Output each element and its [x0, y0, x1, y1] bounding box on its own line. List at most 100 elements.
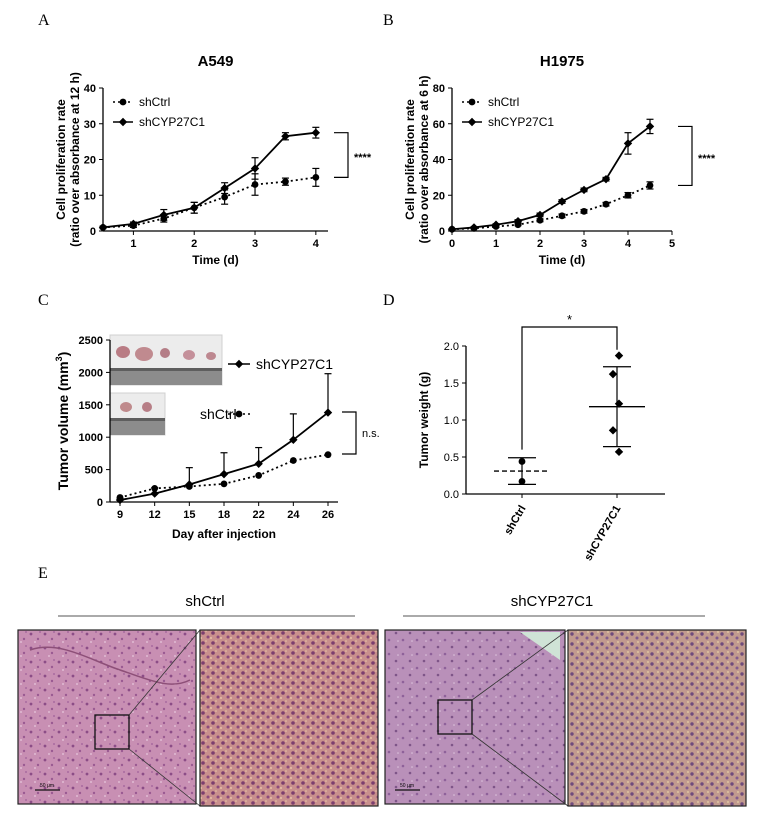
panel-letter-a: A: [38, 12, 50, 29]
data-point-shCYP27C1: [579, 185, 589, 195]
histology-image-shctrl-low: 50 μm: [17, 629, 197, 805]
data-point-shCYP27C1: [645, 122, 655, 131]
panel-letter-c: C: [38, 292, 49, 309]
data-point-shCtrl: [558, 212, 566, 220]
x-tick-label: 2: [537, 238, 543, 250]
legend-label-shCtrl: shCtrl: [139, 95, 170, 109]
y-tick-label: 500: [85, 465, 103, 477]
x-tick-label: 0: [449, 238, 455, 250]
data-point-shCtrl: [518, 458, 526, 465]
y-tick-label: 2500: [79, 335, 103, 347]
x-tick-label: 9: [117, 509, 123, 521]
data-point-shCYP27C1: [129, 219, 138, 229]
data-point-shCYP27C1: [614, 399, 624, 408]
y-axis-label-main: Tumor volume (mm: [55, 361, 71, 490]
zoom-line-shctrl-top: [128, 629, 201, 716]
data-point-shCYP27C1: [614, 447, 624, 457]
series-line-shCYP27C1: [451, 125, 651, 231]
legend-marker-shCtrl: [235, 410, 243, 418]
data-point-shCYP27C1: [98, 223, 108, 232]
data-point-shCtrl: [221, 193, 229, 201]
scale-bar-label-shcyp27c1: 50 μm: [400, 783, 414, 789]
data-point-shCtrl: [624, 191, 632, 199]
y-tick-label: 0: [97, 497, 103, 509]
data-point-shCYP27C1: [159, 210, 169, 220]
data-point-shCYP27C1: [250, 164, 260, 173]
y-axis-label-sup: 3: [54, 356, 64, 361]
y-tick-label: 60: [433, 119, 445, 131]
legend-label-shCtrl: shCtrl: [200, 406, 237, 422]
data-point-shCYP27C1: [220, 183, 229, 193]
significance-bracket: [342, 411, 357, 455]
legend-marker-shCYP27C1: [467, 117, 477, 127]
y-tick-label: 1000: [79, 432, 103, 444]
legend-label-shCYP27C1: shCYP27C1: [139, 115, 205, 129]
x-tick-label: 3: [581, 238, 587, 250]
data-point-shCYP27C1: [491, 220, 501, 229]
data-point-shCYP27C1: [623, 139, 633, 148]
y-tick-label: 0.5: [444, 452, 459, 464]
y-tick-label: 40: [433, 155, 445, 167]
legend-label-shCtrl: shCtrl: [488, 95, 519, 109]
panel-letter-e: E: [38, 565, 48, 582]
data-point-shCYP27C1: [601, 174, 611, 184]
data-point-shCtrl: [151, 484, 159, 492]
x-tick-label: 5: [669, 238, 675, 250]
x-tick-label: 22: [253, 509, 265, 521]
x-axis-label: Day after injection: [172, 527, 276, 541]
y-tick-label: 0.0: [444, 489, 459, 501]
significance-label: ****: [698, 153, 716, 165]
data-point-shCtrl: [289, 457, 297, 464]
histology-image-shcyp27c1-high: [567, 629, 747, 807]
histology-label-shcyp27c1: shCYP27C1: [511, 593, 594, 610]
data-point-shCYP27C1: [219, 469, 229, 479]
scale-bar-label-shctrl: 50 μm: [40, 783, 54, 789]
data-point-shCYP27C1: [469, 223, 479, 232]
data-point-shCtrl: [324, 451, 332, 459]
data-point-shCtrl: [220, 480, 228, 488]
y-tick-label: 10: [84, 190, 96, 202]
data-point-shCYP27C1: [608, 369, 618, 379]
x-tick-label: 4: [313, 238, 320, 250]
data-point-shCYP27C1: [150, 489, 159, 498]
legend-label-shCYP27C1: shCYP27C1: [256, 356, 333, 372]
data-point-shCYP27C1: [447, 225, 457, 234]
x-tick-label: 26: [322, 509, 334, 521]
y-axis-label-close: ): [55, 352, 71, 357]
histology-image-shctrl-high: [199, 629, 379, 807]
significance-bracket: [678, 125, 693, 187]
chart-tumor-volume: 0 500 1000 1500 2000 2500 9 12 15 18 22 24 26 Day aft…: [54, 334, 380, 541]
data-point-shCYP27C1: [513, 216, 523, 226]
y-tick-label: 1500: [79, 400, 103, 412]
tumor-photo-shcyp27c1: [109, 334, 223, 386]
legend-marker-shCYP27C1: [118, 117, 128, 127]
data-point-shCYP27C1: [557, 197, 567, 206]
panel-letter-d: D: [383, 292, 395, 309]
y-tick-label: 2.0: [444, 341, 459, 353]
y-tick-label: 0: [439, 226, 445, 238]
significance-bracket: [334, 132, 349, 178]
series-line-shCtrl: [102, 176, 316, 229]
y-tick-label: 40: [84, 83, 96, 95]
significance-label: *: [567, 312, 572, 327]
x-tick-label: 12: [149, 509, 161, 521]
chart-h1975: H1975 0 20 40 60 80 0 1 2 3 4 5 Time (d) Cell prolife…: [403, 53, 716, 267]
y-axis-label-line2: (ratio over absorbance at 12 h): [68, 72, 82, 247]
x-axis-label: Time (d): [192, 253, 238, 267]
data-point-shCtrl: [580, 207, 588, 215]
data-point-shCYP27C1: [608, 426, 618, 435]
y-tick-label: 0: [90, 226, 96, 238]
x-tick-label: 1: [130, 238, 136, 250]
y-tick-label: 80: [433, 83, 445, 95]
x-tick-label: 4: [625, 238, 632, 250]
y-tick-label: 20: [84, 155, 96, 167]
y-tick-label: 20: [433, 190, 445, 202]
chart-a549: A549 0 10 20 30 40 1 2 3 4 Time (d) Cell proliferat…: [54, 53, 372, 267]
zoom-line-shcyp27c1-top: [471, 629, 569, 701]
chart-tumor-weight: 0.0 0.5 1.0 1.5 2.0 Tumor weight (g) shCtrl shC…: [417, 312, 665, 563]
data-point-shCYP27C1: [254, 459, 263, 468]
data-point-shCtrl: [646, 182, 654, 189]
y-axis-label-line1: Cell proliferation rate: [54, 99, 68, 220]
data-point-shCtrl: [116, 494, 124, 501]
